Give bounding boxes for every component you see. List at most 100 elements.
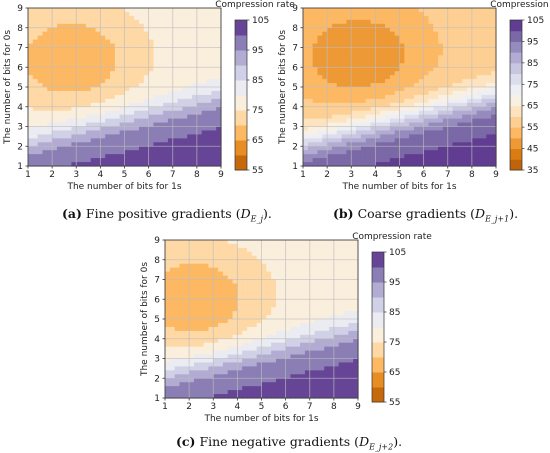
contour-cell	[331, 94, 338, 100]
contour-cell	[491, 59, 497, 64]
contour-cell	[95, 90, 101, 96]
contour-cell	[56, 27, 63, 33]
contour-cell	[300, 251, 306, 257]
contour-cell	[476, 67, 483, 72]
contour-cell	[76, 8, 82, 13]
contour-cell	[129, 138, 135, 143]
contour-cell	[66, 102, 73, 108]
contour-cell	[187, 15, 193, 21]
contour-cell	[353, 303, 359, 308]
contour-cell	[356, 87, 362, 92]
contour-cell	[110, 154, 116, 159]
contour-cell	[158, 138, 164, 143]
contour-cell	[216, 19, 222, 25]
contour-cell	[491, 31, 497, 37]
contour-cell	[324, 350, 330, 356]
contour-cell	[184, 394, 190, 399]
contour-cell	[266, 251, 272, 257]
contour-cell	[370, 11, 376, 17]
contour-cell	[90, 31, 97, 37]
y-tick-label: 9	[292, 4, 298, 14]
contour-cell	[32, 35, 39, 41]
contour-cell	[491, 102, 497, 108]
contour-cell	[222, 267, 229, 273]
contour-cell	[275, 275, 282, 281]
contour-cell	[52, 122, 58, 128]
contour-cell	[266, 390, 272, 395]
contour-cell	[182, 8, 188, 13]
contour-cell	[47, 15, 53, 21]
contour-cell	[177, 150, 183, 155]
contour-cell	[47, 71, 53, 76]
contour-cell	[119, 90, 126, 96]
contour-cell	[457, 94, 463, 100]
contour-cell	[158, 8, 164, 13]
contour-cell	[222, 263, 229, 269]
contour-cell	[247, 386, 253, 391]
contour-cell	[380, 142, 386, 147]
contour-cell	[169, 394, 176, 399]
contour-cell	[322, 71, 328, 76]
contour-cell	[184, 303, 190, 308]
contour-cell	[174, 307, 181, 312]
contour-cell	[61, 51, 68, 56]
contour-cell	[290, 370, 296, 375]
contour-cell	[90, 102, 97, 108]
contour-cell	[385, 98, 391, 104]
contour-cell	[336, 55, 343, 60]
contour-cell	[285, 299, 292, 304]
contour-cell	[114, 118, 121, 124]
contour-cell	[163, 83, 169, 88]
contour-cell	[356, 39, 362, 45]
contour-cell	[385, 118, 391, 124]
contour-cell	[452, 79, 458, 84]
contour-cell	[343, 295, 349, 300]
contour-cell	[285, 307, 292, 312]
contour-cell	[71, 43, 77, 49]
contour-cell	[418, 51, 425, 56]
contour-cell	[42, 47, 48, 53]
contour-cell	[52, 138, 58, 143]
contour-cell	[409, 31, 415, 37]
contour-cell	[438, 154, 444, 159]
contour-cell	[413, 118, 420, 124]
contour-cell	[423, 35, 430, 41]
contour-cell	[457, 102, 463, 108]
contour-cell	[331, 71, 338, 76]
contour-cell	[198, 370, 205, 375]
contour-cell	[105, 126, 111, 132]
contour-cell	[85, 15, 92, 21]
contour-cell	[47, 158, 53, 163]
contour-cell	[341, 130, 348, 135]
contour-cell	[138, 27, 145, 33]
contour-cell	[251, 378, 258, 383]
contour-cell	[216, 94, 222, 100]
contour-cell	[409, 102, 415, 108]
contour-cell	[271, 346, 277, 352]
contour-cell	[242, 243, 248, 249]
contour-cell	[163, 90, 169, 96]
contour-cell	[32, 102, 39, 108]
contour-cell	[189, 350, 195, 356]
contour-cell	[471, 126, 478, 132]
contour-cell	[389, 98, 396, 104]
contour-cell	[189, 311, 195, 316]
contour-cell	[42, 59, 48, 64]
contour-cell	[486, 59, 492, 64]
contour-cell	[462, 126, 468, 132]
contour-cell	[100, 8, 106, 13]
contour-cell	[404, 138, 410, 143]
contour-cell	[61, 55, 68, 60]
contour-cell	[167, 15, 174, 21]
contour-cell	[360, 138, 367, 143]
contour-cell	[179, 386, 185, 391]
contour-cell	[237, 342, 243, 348]
contour-cell	[169, 330, 176, 336]
contour-cell	[222, 370, 229, 375]
contour-cell	[322, 114, 328, 120]
contour-cell	[208, 319, 214, 324]
contour-cell	[309, 366, 316, 371]
contour-cell	[211, 110, 217, 116]
contour-cell	[90, 114, 97, 120]
contour-cell	[418, 67, 425, 72]
